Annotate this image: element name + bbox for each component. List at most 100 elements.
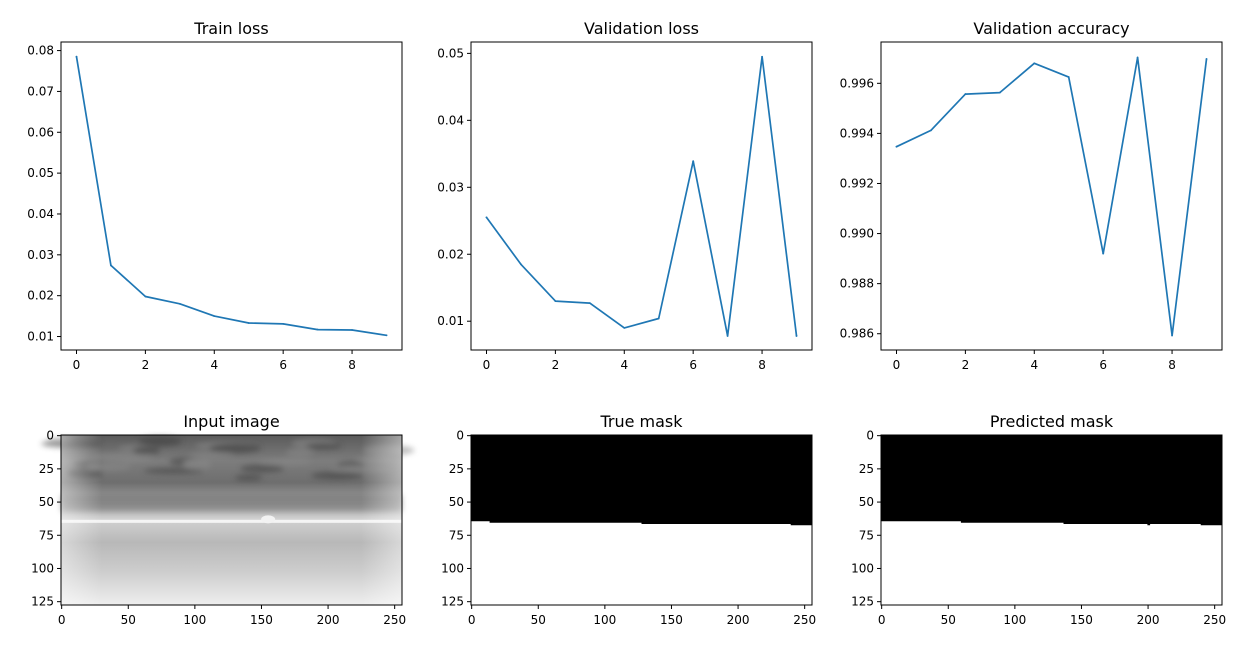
data-point [657, 317, 660, 320]
y-tick-label: 0.05 [437, 46, 464, 60]
x-tick-label: 200 [727, 613, 750, 627]
y-tick-label: 50 [859, 495, 874, 509]
x-tick-label: 50 [531, 613, 546, 627]
y-tick-label: 0.994 [840, 126, 874, 140]
y-tick-label: 0 [456, 429, 464, 443]
chart-title: Train loss [193, 19, 268, 38]
y-tick-label: 100 [851, 561, 874, 575]
x-tick-label: 0 [893, 358, 901, 372]
x-tick-label: 4 [210, 358, 218, 372]
x-tick-label: 4 [1030, 358, 1038, 372]
y-tick-label: 0.988 [840, 277, 874, 291]
axes-frame [60, 434, 403, 606]
x-tick-label: 8 [758, 358, 766, 372]
series-line [485, 55, 798, 337]
x-tick-label: 0 [878, 613, 886, 627]
data-point [520, 263, 522, 266]
y-tick-label: 0.03 [437, 180, 464, 194]
mask-foreground-region [471, 435, 812, 526]
x-tick-label: 0 [483, 358, 491, 372]
image-panel: 0 50 100 150 200 250 0 25 50 75 100 125 True mask [441, 412, 816, 627]
axes-frame [60, 41, 403, 351]
axes-frame [880, 434, 1223, 606]
plots-layer: 0 2 4 6 8 0.01 0.02 0.03 0.04 0.05 0.06 0.07 0.08 Tra… [27, 19, 1226, 627]
data-point [1136, 56, 1139, 59]
y-tick-label: 0.03 [27, 248, 54, 262]
x-tick-label: 8 [1168, 358, 1176, 372]
x-tick-label: 100 [593, 613, 616, 627]
y-tick-label: 0.990 [840, 227, 874, 241]
image-content [41, 435, 415, 605]
data-point [1205, 58, 1208, 60]
y-tick-label: 0.06 [27, 125, 54, 139]
data-point [1171, 334, 1173, 337]
y-tick-label: 0.07 [27, 84, 54, 98]
y-tick-label: 25 [859, 462, 874, 476]
x-tick-label: 100 [183, 613, 206, 627]
y-tick-label: 100 [441, 561, 464, 575]
y-tick-label: 75 [449, 528, 464, 542]
x-tick-label: 2 [552, 358, 560, 372]
y-tick-label: 0.986 [840, 327, 874, 341]
y-tick-label: 25 [39, 462, 54, 476]
y-tick-label: 25 [449, 462, 464, 476]
chart-title: True mask [599, 412, 683, 431]
y-tick-label: 0 [866, 429, 874, 443]
x-tick-label: 8 [348, 358, 356, 372]
data-point [178, 302, 181, 305]
y-tick-label: 0 [46, 429, 54, 443]
x-tick-label: 150 [250, 613, 273, 627]
y-tick-label: 50 [449, 495, 464, 509]
image-content [881, 435, 1222, 605]
chart-title: Validation loss [584, 19, 699, 38]
y-tick-label: 100 [31, 561, 54, 575]
x-tick-label: 50 [121, 613, 136, 627]
y-tick-label: 125 [441, 595, 464, 609]
mask-foreground-region [881, 435, 1222, 526]
image-content [471, 435, 812, 605]
x-tick-label: 200 [1137, 613, 1160, 627]
series-line [75, 55, 388, 337]
y-tick-label: 0.04 [27, 207, 54, 221]
data-point [316, 328, 319, 331]
y-tick-label: 125 [31, 595, 54, 609]
line-chart-panel: 0 2 4 6 8 0.01 0.02 0.03 0.04 0.05 Validation loss [437, 19, 813, 372]
data-point [795, 335, 798, 337]
y-tick-label: 0.05 [27, 166, 54, 180]
y-tick-label: 0.01 [437, 314, 464, 328]
x-tick-label: 100 [1003, 613, 1026, 627]
data-point [998, 91, 1001, 94]
data-point [554, 300, 557, 303]
y-tick-label: 0.02 [437, 247, 464, 261]
x-tick-label: 0 [468, 613, 476, 627]
x-tick-label: 6 [1099, 358, 1107, 372]
x-tick-label: 150 [1070, 613, 1093, 627]
data-point [385, 334, 388, 337]
chart-title: Input image [183, 412, 279, 431]
data-point [588, 302, 591, 305]
chart-title: Predicted mask [990, 412, 1114, 431]
y-tick-label: 75 [39, 528, 54, 542]
vignette-overlay [61, 435, 402, 605]
x-tick-label: 6 [279, 358, 287, 372]
y-tick-label: 125 [851, 595, 874, 609]
x-tick-label: 250 [793, 613, 816, 627]
data-point [726, 335, 729, 337]
x-tick-label: 4 [620, 358, 628, 372]
data-point [964, 93, 967, 95]
x-tick-label: 250 [1203, 613, 1226, 627]
data-point [282, 322, 285, 325]
line-chart-panel: 0 2 4 6 8 0.986 0.988 0.990 0.992 0.994 0.996 Valid… [840, 19, 1223, 372]
data-point [247, 322, 250, 324]
x-tick-label: 250 [383, 613, 406, 627]
x-tick-label: 0 [73, 358, 81, 372]
chart-title: Validation accuracy [973, 19, 1129, 38]
data-point [75, 55, 78, 58]
axes-frame [470, 41, 813, 351]
series-line [895, 56, 1208, 337]
data-point [761, 55, 763, 58]
y-tick-label: 0.992 [840, 176, 874, 190]
data-point [1067, 76, 1070, 78]
